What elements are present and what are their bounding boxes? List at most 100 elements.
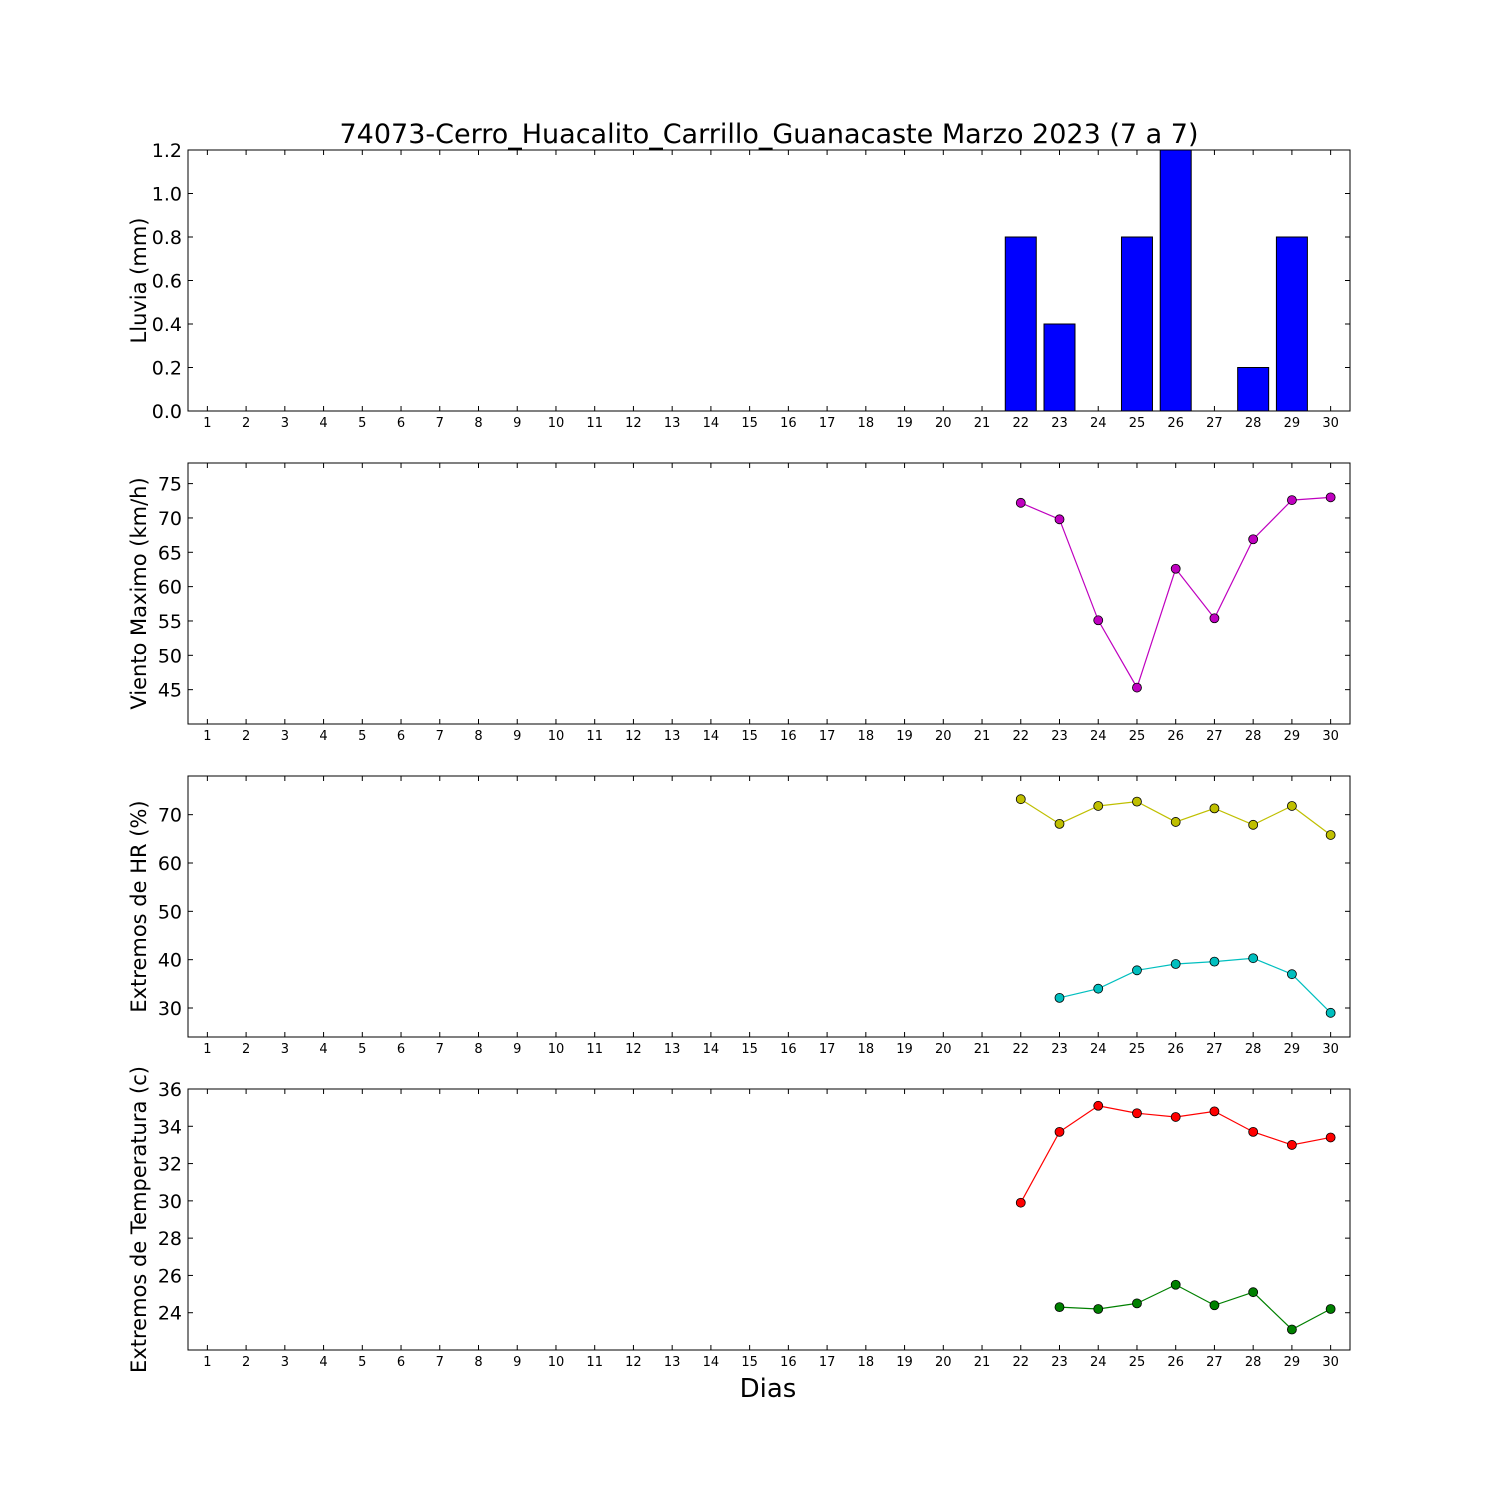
rain-x-tick-label: 28 [1245, 416, 1262, 431]
temperature-y-axis-label: Extremos de Temperatura (c) [127, 1066, 151, 1373]
rain-x-tick-label: 25 [1129, 416, 1146, 431]
rain-y-tick-label: 0.2 [152, 358, 182, 380]
rain-x-tick-label: 12 [625, 416, 642, 431]
temperature-x-tick-label: 29 [1284, 1355, 1301, 1370]
humidity-series-2-line [1059, 957, 1332, 1014]
wind-series-1-point [1248, 534, 1259, 545]
rain-x-tick-label: 21 [974, 416, 991, 431]
rain-x-tick-label: 20 [935, 416, 952, 431]
temperature-series-2-point [1209, 1300, 1220, 1311]
wind-series-1-point [1054, 514, 1065, 525]
rain-x-tick-label: 10 [548, 416, 565, 431]
rain-x-tick-label: 17 [819, 416, 836, 431]
wind-x-tick-label: 12 [625, 729, 642, 744]
humidity-x-tick-label: 2 [242, 1042, 250, 1057]
humidity-x-tick-label: 23 [1051, 1042, 1068, 1057]
humidity-x-tick-label: 27 [1206, 1042, 1223, 1057]
wind-y-tick-label: 65 [158, 542, 182, 564]
humidity-series-1-point [1209, 803, 1220, 814]
rain-x-tick-label: 15 [741, 416, 758, 431]
temperature-y-tick-label: 28 [158, 1228, 182, 1250]
rain-y-tick-label: 0.4 [152, 314, 182, 336]
rain-x-tick-label: 27 [1206, 416, 1223, 431]
wind-x-tick-label: 16 [780, 729, 797, 744]
wind-x-tick-label: 25 [1129, 729, 1146, 744]
temperature-series-2-point [1325, 1304, 1336, 1314]
temperature-x-tick-label: 19 [896, 1355, 913, 1370]
humidity-x-tick-label: 16 [780, 1042, 797, 1057]
wind-series-1-point [1132, 682, 1142, 693]
humidity-x-tick-label: 12 [625, 1042, 642, 1057]
temperature-x-tick-label: 22 [1012, 1355, 1029, 1370]
wind-x-tick-label: 20 [935, 729, 952, 744]
humidity-series-2-point [1325, 1007, 1336, 1018]
temperature-x-tick-label: 14 [703, 1355, 720, 1370]
rain-x-tick-label: 23 [1051, 416, 1068, 431]
humidity-x-tick-label: 22 [1012, 1042, 1029, 1057]
wind-y-tick-label: 55 [158, 611, 182, 633]
temperature-x-tick-label: 18 [858, 1355, 875, 1370]
wind-x-tick-label: 21 [974, 729, 991, 744]
temperature-x-tick-label: 30 [1322, 1355, 1339, 1370]
temperature-x-tick-label: 5 [358, 1355, 366, 1370]
wind-series-1-point [1170, 563, 1181, 574]
wind-x-tick-label: 18 [858, 729, 875, 744]
rain-x-tick-label: 5 [358, 416, 366, 431]
humidity-series-2-point [1209, 956, 1220, 967]
wind-x-tick-label: 26 [1167, 729, 1184, 744]
temperature-y-tick-label: 30 [158, 1191, 182, 1213]
rain-x-tick-label: 29 [1284, 416, 1301, 431]
temperature-y-tick-label: 26 [158, 1265, 182, 1287]
rain-bar [1275, 236, 1308, 412]
wind-x-tick-label: 10 [548, 729, 565, 744]
wind-x-tick-label: 11 [586, 729, 603, 744]
temperature-series-1-point [1287, 1140, 1297, 1150]
rain-x-tick-label: 8 [474, 416, 482, 431]
wind-series-1-point [1325, 492, 1336, 503]
wind-x-tick-label: 3 [281, 729, 289, 744]
wind-x-tick-label: 14 [703, 729, 720, 744]
rain-x-tick-label: 3 [281, 416, 289, 431]
rain-x-tick-label: 18 [858, 416, 875, 431]
wind-y-tick-label: 70 [158, 508, 182, 530]
panel-rain: 1 2 3 4 5 6 7 8 9 10 11 12 13 14 15 16 17 18 19 20 21 22 23 24 2… [127, 140, 1351, 431]
rain-x-tick-label: 19 [896, 416, 913, 431]
rain-bar [1043, 323, 1076, 412]
humidity-x-tick-label: 13 [664, 1042, 681, 1057]
humidity-series-1-point [1015, 794, 1026, 805]
humidity-x-tick-label: 26 [1167, 1042, 1184, 1057]
temperature-series-1-point [1209, 1106, 1220, 1117]
humidity-y-tick-label: 40 [158, 950, 182, 972]
rain-x-tick-label: 16 [780, 416, 797, 431]
rain-bar [1159, 149, 1192, 412]
panel-temperature: 1 2 3 4 5 6 7 8 9 10 11 12 13 14 15 16 17 18 19 20 21 22 23 24 2… [127, 1066, 1351, 1373]
temperature-series-1-point [1132, 1108, 1142, 1119]
humidity-axes-frame [187, 775, 1351, 1038]
rain-y-tick-label: 0.6 [152, 271, 182, 293]
temperature-x-tick-label: 13 [664, 1355, 681, 1370]
temperature-x-tick-label: 1 [203, 1355, 211, 1370]
wind-x-tick-label: 28 [1245, 729, 1262, 744]
temperature-axes-frame [187, 1088, 1351, 1351]
temperature-x-tick-label: 23 [1051, 1355, 1068, 1370]
rain-x-tick-label: 4 [319, 416, 327, 431]
temperature-series-1-point [1248, 1126, 1259, 1137]
temperature-x-tick-label: 16 [780, 1355, 797, 1370]
temperature-y-tick-label: 32 [158, 1154, 182, 1176]
humidity-x-tick-label: 11 [586, 1042, 603, 1057]
temperature-series-2-point [1132, 1298, 1142, 1309]
humidity-x-tick-label: 6 [397, 1042, 405, 1057]
temperature-x-tick-label: 2 [242, 1355, 250, 1370]
wind-axes-frame [187, 462, 1351, 725]
temperature-series-1-point [1054, 1126, 1065, 1137]
wind-x-tick-label: 4 [319, 729, 327, 744]
rain-x-tick-label: 22 [1012, 416, 1029, 431]
rain-bar [1237, 367, 1270, 412]
temperature-x-tick-label: 15 [741, 1355, 758, 1370]
rain-x-tick-label: 14 [703, 416, 720, 431]
temperature-y-tick-label: 24 [158, 1303, 182, 1325]
temperature-x-tick-label: 3 [281, 1355, 289, 1370]
temperature-series-2-point [1170, 1279, 1181, 1290]
wind-x-tick-label: 7 [436, 729, 444, 744]
temperature-x-tick-label: 26 [1167, 1355, 1184, 1370]
